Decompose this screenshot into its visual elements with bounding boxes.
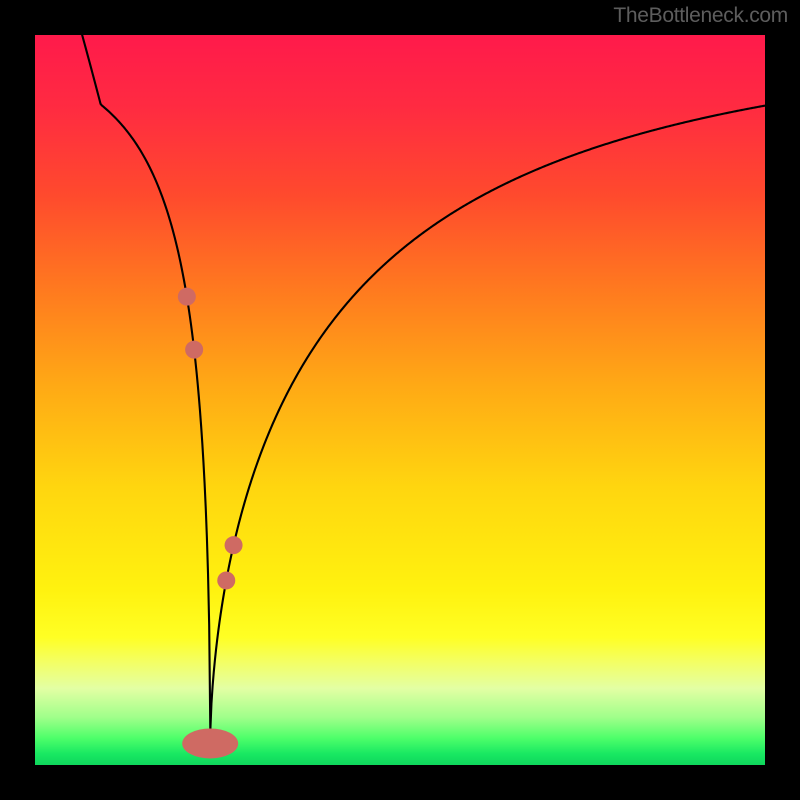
curve-marker-dot [225,536,243,554]
gradient-background [35,35,765,765]
curve-marker-dot [178,288,196,306]
watermark-text: TheBottleneck.com [613,4,788,28]
bottleneck-chart [0,0,800,800]
curve-minimum-blob [182,728,238,758]
curve-marker-dot [185,341,203,359]
chart-frame: TheBottleneck.com [0,0,800,800]
curve-marker-dot [217,571,235,589]
